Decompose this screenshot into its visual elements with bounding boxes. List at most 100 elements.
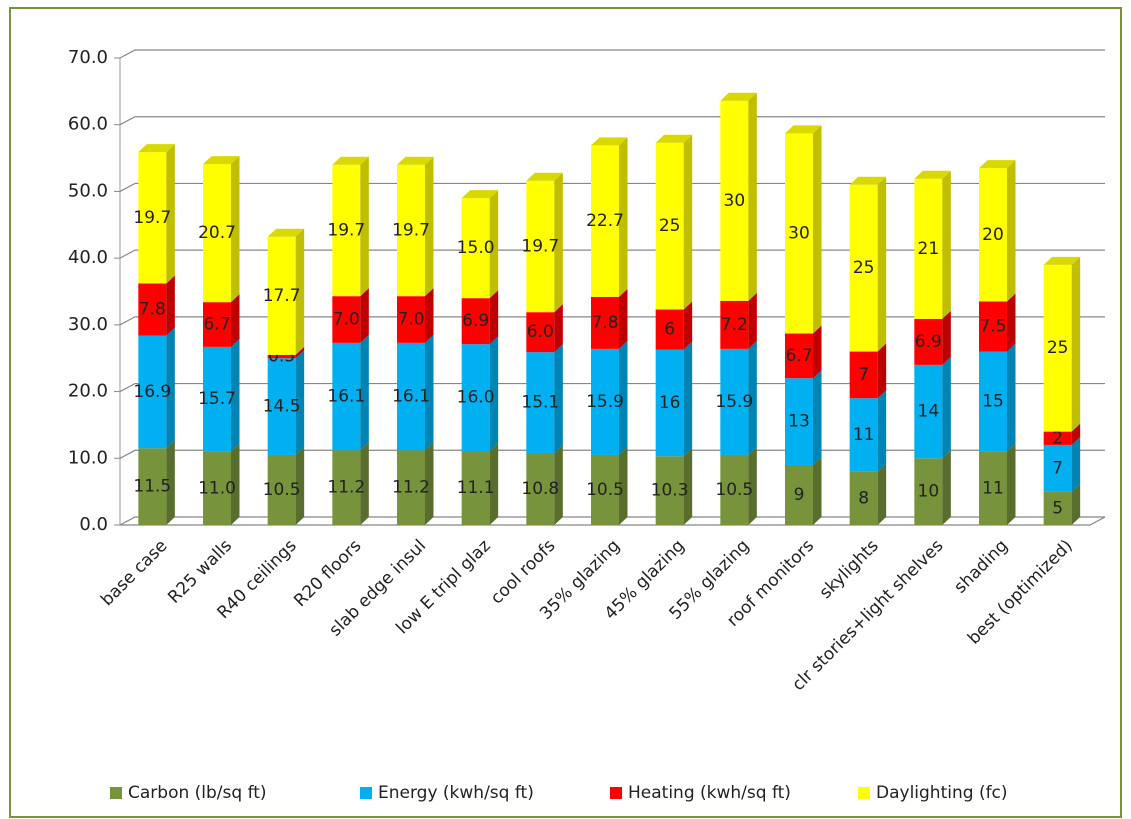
bar-side xyxy=(877,343,887,399)
bar-segment xyxy=(461,298,490,345)
bar-segment xyxy=(591,454,619,525)
bar-segment xyxy=(914,178,943,319)
bar-segment xyxy=(591,145,619,297)
data-label: 10.5 xyxy=(586,480,624,500)
data-label: 16.9 xyxy=(133,382,171,402)
data-label: 7.2 xyxy=(721,315,748,335)
data-label: 17.7 xyxy=(263,286,301,306)
bar-side xyxy=(813,370,822,465)
bar-side xyxy=(683,448,693,525)
data-label: 6 xyxy=(664,320,675,340)
bar-top xyxy=(979,160,1016,169)
bar-side xyxy=(489,336,499,451)
bar-segment xyxy=(267,354,296,359)
bar-side xyxy=(231,294,240,347)
bar-segment xyxy=(1043,444,1072,492)
frame xyxy=(9,7,1122,818)
bar-segment xyxy=(849,184,878,352)
bar-side xyxy=(231,338,240,452)
legend-swatch xyxy=(610,787,622,799)
bar-top xyxy=(461,190,499,199)
bar-side xyxy=(619,288,628,349)
bar-segment xyxy=(1043,431,1072,445)
bar-segment xyxy=(203,451,231,525)
bar-segment xyxy=(138,448,167,525)
bar-segment xyxy=(785,333,813,379)
grid-line xyxy=(119,249,1105,259)
bar-top xyxy=(1043,256,1081,265)
bar-segment xyxy=(785,133,813,334)
bar-segment xyxy=(203,302,231,347)
bar-top xyxy=(720,92,757,101)
bar-side xyxy=(813,325,822,379)
bar-segment xyxy=(720,348,749,455)
data-label: 16.1 xyxy=(327,387,365,407)
data-label: 10.3 xyxy=(651,481,689,501)
bar-segment xyxy=(849,351,878,399)
bar-segment xyxy=(461,198,490,299)
bar-segment xyxy=(1043,264,1072,432)
bar-side xyxy=(877,176,887,352)
bar-side xyxy=(1007,160,1016,302)
bar-side xyxy=(489,190,499,299)
x-tick-label: shading xyxy=(950,536,1012,598)
data-label: 7.8 xyxy=(591,313,618,333)
data-label: 15 xyxy=(982,392,1004,412)
bar-side xyxy=(877,463,887,525)
bar-side xyxy=(942,450,951,525)
bar-side xyxy=(554,304,563,353)
bar-side xyxy=(295,446,305,525)
bar-segment xyxy=(914,318,943,365)
bar-top xyxy=(591,137,628,146)
bar-side xyxy=(619,446,628,525)
data-label: 6.0 xyxy=(527,322,554,342)
bar-segment xyxy=(203,164,231,303)
bar-side xyxy=(1007,293,1016,352)
bar-side xyxy=(683,134,693,310)
bar-segment xyxy=(720,300,749,349)
data-label: 13 xyxy=(788,412,810,432)
y-tick-label: 60.0 xyxy=(68,114,108,135)
data-label: 10.8 xyxy=(521,479,559,499)
bar-segment xyxy=(138,152,167,284)
bar-segment xyxy=(267,358,296,455)
data-label: 7.5 xyxy=(979,317,1006,337)
bar-side xyxy=(813,125,822,334)
bar-segment xyxy=(461,450,490,525)
bar-segment xyxy=(526,352,555,453)
bar-top xyxy=(397,156,434,165)
data-label: 5 xyxy=(1052,498,1063,518)
data-label: 2 xyxy=(1052,428,1063,448)
bar-segment xyxy=(785,464,813,525)
bar-side xyxy=(619,340,628,455)
bar-top xyxy=(267,228,305,237)
bar-side xyxy=(683,301,693,350)
data-label: 11.1 xyxy=(457,478,495,498)
bar-side xyxy=(1007,443,1016,525)
bar-side xyxy=(748,446,757,525)
bar-top xyxy=(785,125,822,134)
legend-swatch xyxy=(110,787,122,799)
data-label: 9 xyxy=(794,485,805,505)
data-label: 22.7 xyxy=(586,211,624,231)
bar-side xyxy=(619,137,628,297)
bar-top xyxy=(332,156,369,165)
data-label: 21 xyxy=(918,239,940,259)
bar-segment xyxy=(397,164,425,297)
bar-segment xyxy=(591,296,619,349)
data-label: 11 xyxy=(982,478,1004,498)
bar-segment xyxy=(720,454,749,525)
bar-side xyxy=(748,292,757,349)
data-label: 30 xyxy=(724,191,746,211)
bar-top xyxy=(655,134,693,143)
bar-side xyxy=(360,442,369,525)
bar-segment xyxy=(655,456,684,525)
bar-top xyxy=(914,170,951,179)
bar-side xyxy=(748,340,757,455)
y-tick-label: 20.0 xyxy=(68,381,108,402)
data-label: 8 xyxy=(858,488,869,508)
data-label: 11.2 xyxy=(392,478,430,498)
data-label: 6.7 xyxy=(203,315,230,335)
data-label: 15.9 xyxy=(586,392,624,412)
bar-side xyxy=(166,275,175,336)
